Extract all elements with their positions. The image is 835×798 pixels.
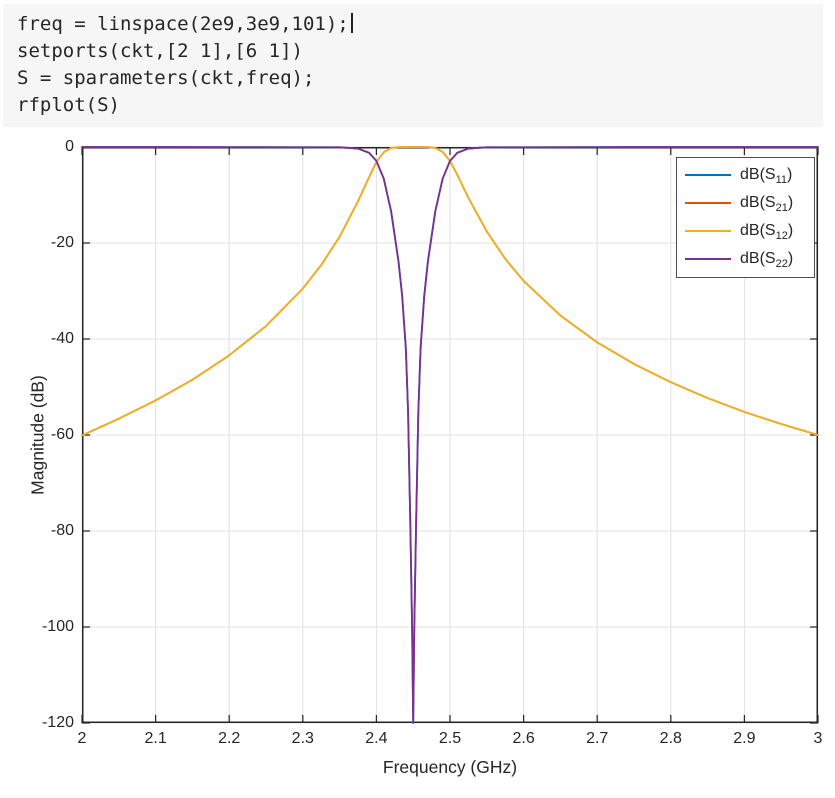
y-tick-label: -100 [41,618,74,635]
plot-canvas [81,146,819,724]
plot-axes [81,146,819,724]
legend: dB(S11) dB(S21) dB(S12) dB(S22) [676,157,815,278]
code-line[interactable]: rfplot(S) [17,94,120,116]
x-tick-label: 2.6 [512,730,535,747]
x-tick-label: 2 [77,730,87,747]
legend-line-sample [685,202,731,204]
y-tick-label: -40 [50,330,74,347]
legend-entry: dB(S11) [677,161,814,189]
legend-label: dB(S22) [740,250,794,271]
y-tick-label: -20 [50,234,74,251]
legend-line-sample [685,258,731,260]
y-tick-label: -60 [50,426,74,443]
y-tick-label: -80 [50,522,74,539]
x-tick-label: 2.2 [218,730,241,747]
legend-label: dB(S11) [740,166,793,187]
code-line[interactable]: freq = linspace(2e9,3e9,101); [17,11,823,38]
legend-entry: dB(S12) [677,217,814,245]
legend-label: dB(S12) [740,222,794,243]
legend-entry: dB(S21) [677,189,814,217]
legend-line-sample [685,230,731,232]
code-line[interactable]: S = sparameters(ckt,freq); [17,67,315,89]
legend-entry: dB(S22) [677,245,814,273]
x-tick-label: 2.7 [586,730,609,747]
y-tick-label: -120 [41,714,74,731]
x-tick-label: 2.8 [659,730,682,747]
text-cursor [350,13,353,33]
y-tick-label: 0 [65,138,74,155]
code-line[interactable]: setports(ckt,[2 1],[6 1]) [17,40,303,62]
x-axis-label: Frequency (GHz) [382,757,518,777]
legend-label: dB(S21) [740,194,794,215]
x-tick-label: 3 [813,730,823,747]
series-line-s22 [81,146,819,724]
x-tick-label: 2.3 [291,730,314,747]
series-line-s12 [81,146,819,437]
x-tick-label: 2.1 [144,730,167,747]
x-tick-label: 2.4 [365,730,388,747]
code-editor-block[interactable]: freq = linspace(2e9,3e9,101); setports(ck… [3,4,823,127]
legend-line-sample [685,174,731,176]
code-lines: freq = linspace(2e9,3e9,101); setports(ck… [17,11,823,119]
x-tick-label: 2.5 [438,730,462,747]
x-tick-label: 2.9 [733,730,756,747]
